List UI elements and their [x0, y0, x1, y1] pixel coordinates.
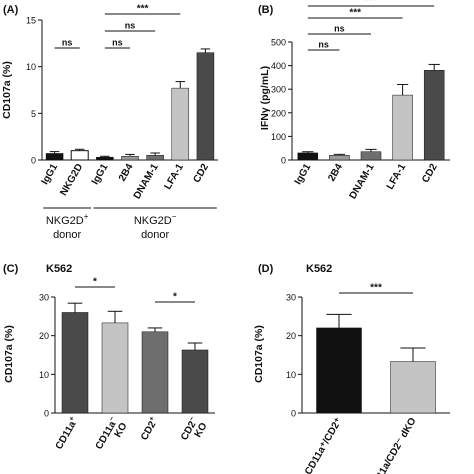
x-tick-label: IgG1 — [40, 162, 61, 187]
significance-label: *** — [137, 4, 149, 15]
bar — [360, 151, 382, 161]
bar — [423, 70, 445, 161]
y-axis-label: CD107a (%) — [253, 325, 265, 383]
x-tick-label: CD2 — [420, 162, 440, 185]
panel-label: (D) — [258, 263, 274, 275]
bar — [101, 322, 129, 414]
x-tick-label: CD2+ — [138, 416, 160, 443]
y-tick-label: 300 — [271, 85, 286, 95]
bar — [316, 327, 362, 414]
bar — [121, 156, 139, 161]
y-tick-label: 10 — [286, 370, 296, 380]
bar — [196, 52, 215, 161]
x-tick-label: CD11a+ — [53, 416, 81, 452]
y-tick-label: 100 — [271, 132, 286, 142]
x-tick-label: IgG1 — [293, 162, 314, 187]
x-tick-label: CD11a⁺/CD2⁺ — [303, 416, 344, 474]
panel-label: (C) — [3, 263, 19, 275]
x-tick-label: IgG1 — [90, 162, 111, 187]
bar — [329, 155, 350, 161]
y-tick-label: 10 — [26, 62, 36, 72]
x-tick-label: 2B4 — [326, 162, 345, 184]
bar — [392, 94, 413, 161]
y-tick-label: 15 — [26, 16, 36, 26]
bar — [96, 156, 114, 161]
bar — [141, 331, 169, 414]
bar — [390, 361, 436, 414]
significance-label: * — [173, 292, 177, 303]
significance-label: ns — [334, 24, 345, 34]
y-tick-label: 0 — [291, 409, 296, 419]
bar — [181, 349, 209, 414]
bar — [171, 87, 190, 161]
significance-label: ns — [62, 38, 73, 48]
significance-label: * — [93, 277, 97, 288]
x-tick-label: CD2 — [191, 162, 211, 185]
chart-title: K562 — [46, 263, 72, 275]
group-label: NKG2D+ — [46, 212, 89, 227]
x-tick-label: DNAM-1 — [348, 162, 377, 202]
x-tick-label: CD11a/CD2⁻ dKO — [368, 416, 419, 474]
bar — [297, 152, 319, 161]
x-tick-label: LFA-1 — [162, 162, 186, 192]
x-tick-label: DNAM-1 — [132, 162, 161, 202]
x-tick-label: LFA-1 — [385, 162, 409, 192]
y-tick-label: 20 — [286, 331, 296, 341]
y-tick-label: 0 — [31, 156, 36, 166]
chart-title: K562 — [306, 263, 332, 275]
y-tick-label: 0 — [44, 409, 49, 419]
significance-label: ns — [112, 38, 123, 48]
bar — [146, 155, 164, 161]
group-label: donor — [141, 229, 169, 241]
y-tick-label: 20 — [39, 331, 49, 341]
significance-label: *** — [349, 8, 361, 19]
x-tick-label: 2B4 — [117, 162, 136, 184]
bar — [70, 150, 89, 161]
significance-label: ns — [318, 40, 329, 50]
panel-label: (A) — [3, 4, 19, 16]
panel-2: (B) 0 100 200 300 400 500 IFNγ (pg/mL) IgG1 2B4 DN… — [258, 0, 450, 201]
bar — [61, 312, 89, 414]
y-axis-label: CD107a (%) — [3, 325, 15, 383]
bar — [45, 153, 64, 161]
y-axis-label: CD107a (%) — [1, 61, 13, 119]
significance-label: ns — [125, 21, 136, 31]
group-label: donor — [53, 229, 81, 241]
x-tick-label: NKG2D — [58, 162, 85, 198]
panel-4: (D) K562 0 10 20 30 CD107a (%) CD11a⁺/CD2⁺ CD11a… — [253, 263, 450, 474]
significance-label: *** — [370, 283, 382, 294]
y-tick-label: 400 — [271, 61, 286, 71]
significance-label: *** — [365, 0, 377, 7]
y-tick-label: 0 — [281, 156, 286, 166]
y-tick-label: 500 — [271, 38, 286, 48]
group-label: NKG2D− — [134, 212, 177, 227]
y-tick-label: 10 — [39, 370, 49, 380]
y-tick-label: 5 — [31, 109, 36, 119]
y-tick-label: 30 — [39, 293, 49, 303]
y-axis-label: IFNγ (pg/mL) — [259, 66, 271, 130]
panel-label: (B) — [258, 4, 274, 16]
y-tick-label: 30 — [286, 293, 296, 303]
y-tick-label: 200 — [271, 108, 286, 118]
